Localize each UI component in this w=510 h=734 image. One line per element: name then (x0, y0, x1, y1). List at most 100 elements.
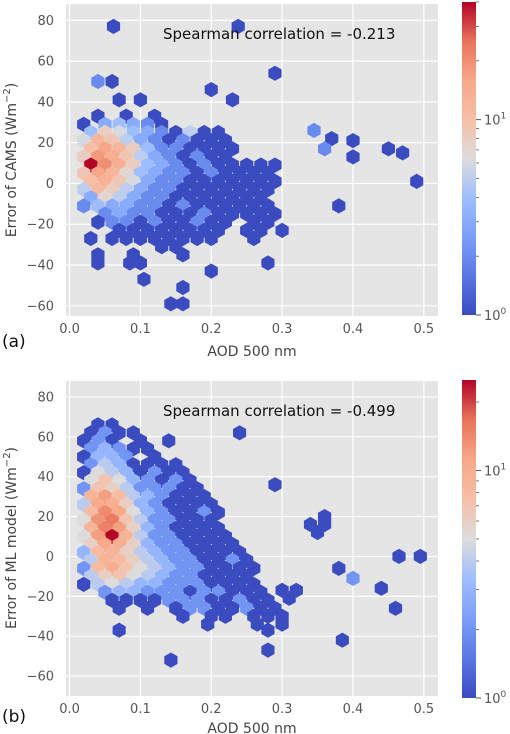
hexbin-cell (231, 18, 245, 34)
hexbin-cell (332, 198, 346, 214)
panel-a: 0.0 0.1 0.2 0.3 0.4 0.5 −60 −40 −20 0 20 40 60 80 Spe… (2, 1, 507, 360)
hexbin-cell (201, 616, 215, 632)
y-tick-label: 80 (37, 14, 54, 29)
hexbin-cell (346, 149, 360, 165)
hexbin-cell (91, 255, 105, 271)
y-tick-label: 0 (46, 177, 54, 192)
hexbin-cell (410, 173, 424, 189)
hexbin-cell (112, 600, 126, 616)
colorbar-tick-label: 100 (484, 307, 507, 324)
hexbin-cell (164, 652, 178, 668)
hexbin-cell (176, 279, 190, 296)
hexbin-cell (190, 230, 204, 247)
hexbin-cell (346, 133, 360, 149)
y-tick-label: −20 (27, 218, 54, 233)
hexbin-cell (106, 18, 121, 34)
hexbin-cell (250, 616, 264, 632)
hexbin-cell (233, 425, 247, 441)
y-tick-label: −60 (27, 670, 54, 685)
panel-b: 0.0 0.1 0.2 0.3 0.4 0.5 −60 −40 −20 0 20 40 60 80 Spe… (2, 380, 507, 734)
y-tick-label: 40 (37, 95, 54, 110)
y-tick-label: 0 (46, 550, 54, 565)
hexbin-cell (133, 92, 147, 108)
hexbin-cell (204, 230, 218, 247)
hexbin-cell (282, 590, 296, 606)
hexbin-cell (318, 141, 332, 157)
colorbar-b: 100 101 (462, 380, 507, 707)
hexbin-layer-b (77, 417, 427, 668)
colorbar-gradient-a (462, 2, 476, 315)
colorbar-tick-label: 100 (484, 690, 507, 707)
y-axis-label-a-main: Error of CAMS (Wm (4, 103, 20, 237)
x-tick-label: 0.2 (201, 702, 222, 717)
hexbin-cell (413, 548, 427, 564)
y-axis-label-b-close: ) (4, 447, 20, 452)
x-tick-label: 0.4 (343, 702, 364, 717)
y-axis-label-b-sup: −2 (2, 452, 13, 467)
hexbin-cell (261, 608, 275, 624)
y-axis-label-a-sup: −2 (2, 88, 13, 103)
hexbin-cell (162, 433, 176, 449)
hexbin-cell (91, 73, 105, 90)
y-tick-label: 60 (37, 55, 54, 70)
hexbin-cell (123, 255, 137, 271)
colorbar-ticks-a: 100 101 (476, 1, 507, 324)
hexbin-cell (84, 230, 98, 247)
panel-label-b: (b) (2, 707, 26, 727)
y-tick-label: −20 (27, 590, 54, 605)
x-tick-label: 0.0 (59, 322, 80, 337)
y-tick-label: 20 (37, 510, 54, 525)
hexbin-cell (261, 622, 275, 638)
hexbin-cell (77, 576, 91, 592)
colorbar-tick-label: 101 (484, 112, 506, 129)
hexbin-cell (112, 92, 126, 108)
y-tick-label: 20 (37, 136, 54, 151)
x-tick-label: 0.0 (59, 702, 80, 717)
hexbin-cell (105, 230, 119, 247)
colorbar-ticks-b: 100 101 (476, 401, 507, 707)
y-axis-label-a: Error of CAMS (Wm−2) (2, 83, 20, 237)
x-tick-label: 0.3 (272, 702, 293, 717)
hexbin-cell (275, 222, 289, 238)
hexbin-cell (396, 145, 410, 161)
hexbin-cell (204, 82, 218, 98)
hexbin-cell (225, 92, 240, 108)
y-tick-label: −40 (27, 259, 54, 274)
hexbin-cell (311, 524, 325, 541)
hexbin-cell (140, 600, 155, 616)
hexbin-cell (77, 198, 91, 214)
hexbin-cell (176, 296, 190, 312)
x-axis-label-a: AOD 500 nm (207, 344, 296, 360)
hexbin-cell (335, 632, 349, 648)
hexbin-cell (325, 131, 339, 147)
hexbin-cell (388, 600, 403, 616)
hexbin-cell (176, 608, 190, 624)
hexbin-cell (346, 570, 360, 586)
hexbin-cell (275, 616, 289, 632)
hexbin-cell (176, 247, 190, 263)
y-tick-label: −40 (27, 630, 54, 645)
colorbar-a: 100 101 (462, 1, 507, 324)
hexbin-cell (133, 255, 147, 271)
hexbin-cell (332, 560, 346, 576)
x-tick-label: 0.4 (343, 322, 364, 337)
hexbin-cell (204, 263, 218, 279)
hexbin-cell (218, 608, 232, 624)
x-tick-label: 0.3 (272, 322, 293, 337)
colorbar-tick-label: 101 (484, 463, 506, 480)
hexbin-cell (268, 477, 282, 493)
hexbin-cell (261, 642, 275, 658)
y-tick-label: −60 (27, 299, 54, 314)
annotation-a: Spearman correlation = -0.213 (163, 25, 395, 43)
hexbin-cell (381, 141, 395, 157)
x-tick-label: 0.2 (201, 322, 222, 337)
x-tick-label: 0.5 (413, 702, 434, 717)
hexbin-cell (91, 214, 105, 230)
ticks-b: 0.0 0.1 0.2 0.3 0.4 0.5 −60 −40 −20 0 20 40 60 80 (27, 390, 435, 717)
hexbin-cell (268, 65, 282, 81)
hexbin-cell (374, 580, 388, 596)
y-tick-label: 60 (37, 430, 54, 445)
hexbin-cell (119, 230, 133, 247)
hexbin-cell (133, 230, 147, 247)
